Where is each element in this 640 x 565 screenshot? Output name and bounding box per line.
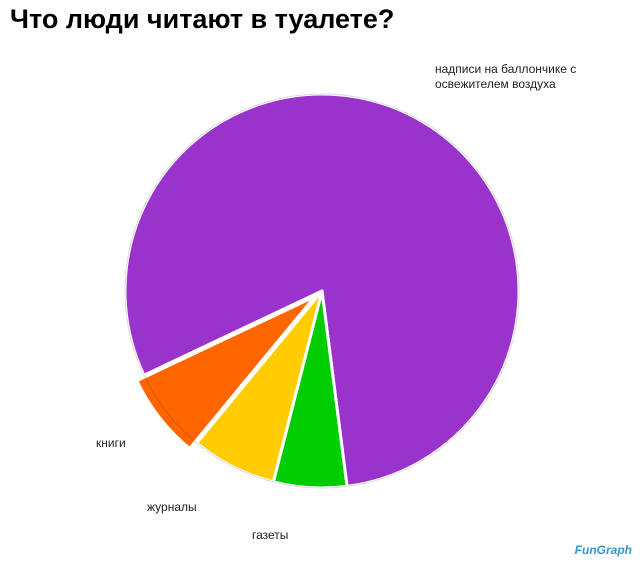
pie-outline	[124, 93, 520, 489]
chart-title: Что люди читают в туалете?	[10, 4, 395, 34]
watermark: FunGraph	[574, 543, 632, 557]
slice-label: книги	[96, 436, 126, 450]
slice-label: журналы	[147, 500, 197, 514]
pie-slice	[195, 289, 324, 484]
slice-label: газеты	[252, 528, 289, 542]
pie-slice	[135, 295, 317, 451]
slice-label: надписи на баллончике с освежителем возд…	[435, 62, 577, 91]
